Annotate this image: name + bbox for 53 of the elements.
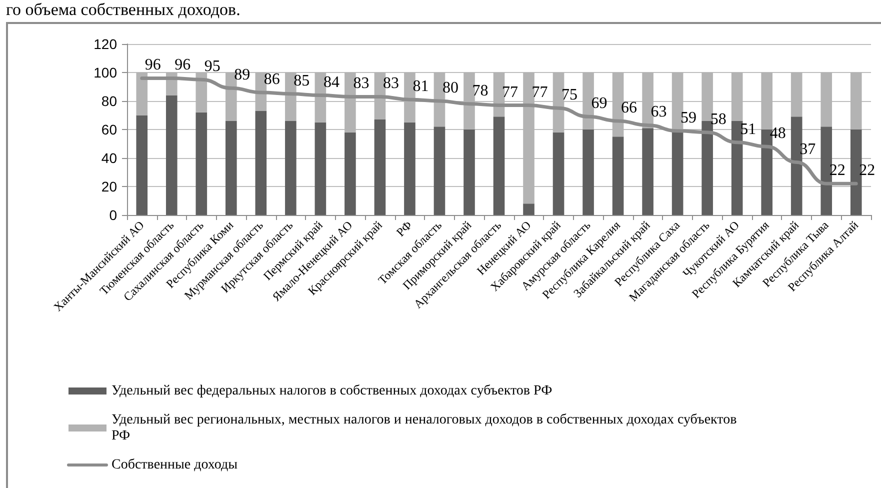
data-label: 83 [353,75,370,92]
data-label: 95 [204,58,220,76]
bar [255,110,267,215]
y-tick-label: 20 [101,178,118,194]
bar [612,136,624,215]
bar [314,122,326,215]
bar [731,120,743,215]
bar [464,130,475,215]
data-label: 96 [174,56,191,74]
y-tick-label: 120 [94,36,118,52]
bar [374,120,386,215]
y-tick-label: 40 [101,150,118,166]
bar [226,120,237,215]
data-label: 84 [323,74,340,91]
bar [166,95,178,215]
data-label: 78 [472,82,488,100]
x-tick-label: РФ [394,218,415,240]
y-tick-label: 0 [109,207,118,223]
data-label: 75 [562,86,578,104]
legend-label: Удельный вес региональных, местных налогов и неналоговых доходов в собственных доходах субъектов РФ [112,412,738,444]
data-label: 77 [502,84,518,101]
data-label: 66 [621,99,638,116]
y-tick-label: 100 [94,64,118,80]
bar [434,126,446,215]
bar [523,204,534,215]
bar [582,130,594,215]
bar [672,130,684,215]
bar [552,132,564,215]
bar [702,120,713,215]
bar [493,116,505,215]
data-label: 83 [382,75,399,92]
data-label: 80 [442,80,458,96]
data-label: 69 [591,95,608,112]
text: го объема собственных доходов. [6,0,240,20]
y-tick-label: 80 [101,93,118,109]
bar [404,122,416,215]
data-label: 89 [234,66,250,84]
data-label: 96 [144,56,161,74]
data-label: 86 [264,70,280,88]
y-tick-label: 60 [101,122,118,138]
legend-label: Удельный вес федеральных налогов в собственных доходах субъектов РФ [112,384,552,398]
data-label: 63 [650,104,667,121]
legend-label: Собственные доходы [112,458,238,472]
bar [285,120,296,215]
bar [196,112,208,215]
data-label: 81 [412,78,429,96]
data-label: 85 [294,72,310,90]
bar [642,128,654,215]
bar [136,115,148,215]
bar [344,132,356,215]
data-label: 77 [532,84,548,101]
data-label: 58 [710,110,726,128]
data-label: 59 [680,109,697,126]
